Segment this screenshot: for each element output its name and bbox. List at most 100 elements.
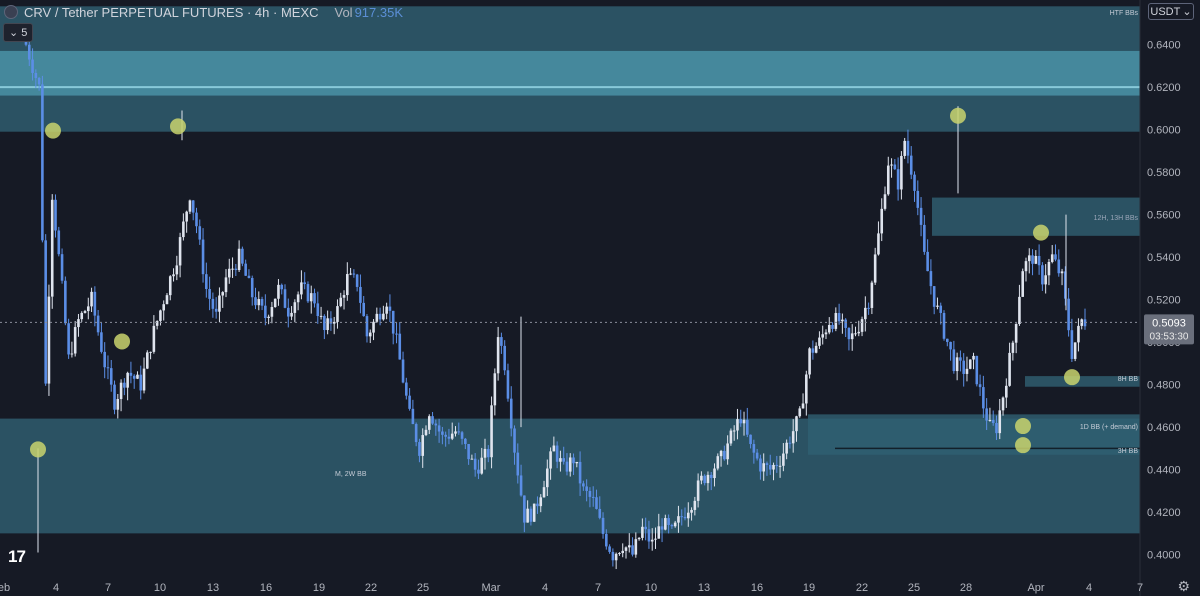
candle-body [316, 303, 320, 317]
candle-body [824, 332, 828, 335]
candle-body [267, 316, 270, 319]
candle-body [185, 211, 188, 222]
symbol-title[interactable]: CRV / Tether PERPETUAL FUTURES · 4h · ME… [24, 4, 319, 20]
candle-body [847, 327, 851, 340]
candle-body [208, 288, 211, 299]
candle-body [470, 458, 474, 460]
candle-body [306, 284, 310, 302]
candle-body [326, 318, 329, 331]
candle-body [572, 457, 575, 464]
candle-body [368, 332, 372, 337]
candle-body [624, 547, 628, 551]
candle-body [346, 274, 349, 296]
candle-body [660, 526, 664, 530]
candles-layer [24, 28, 1087, 570]
candle-body [352, 273, 356, 275]
candle-body [759, 458, 762, 472]
candle-body [657, 526, 661, 539]
candle-body [634, 539, 638, 555]
candle-body [188, 200, 192, 212]
candle-body [460, 432, 464, 439]
candle-body [244, 263, 247, 276]
marker-circle [1015, 418, 1031, 435]
candle-body [808, 348, 811, 375]
candle-body [273, 298, 277, 308]
candle-body [67, 323, 70, 355]
x-tick-label: Apr [1027, 582, 1044, 594]
candle-body [486, 448, 490, 458]
candle-body [890, 164, 893, 166]
x-tick-label: 4 [542, 582, 548, 594]
candle-body [893, 164, 897, 170]
candle-body [975, 355, 979, 385]
candle-body [746, 419, 749, 435]
candle-body [227, 268, 231, 278]
candle-body [821, 334, 825, 338]
candle-body [650, 539, 654, 542]
candle-body [146, 352, 149, 369]
price-label-value: 0.5093 [1152, 317, 1186, 329]
candle-body [939, 305, 943, 313]
candle-body [598, 508, 602, 518]
candle-body [86, 306, 90, 312]
candle-body [191, 200, 195, 213]
currency-select[interactable]: USDT ⌄ [1148, 3, 1194, 20]
price-label-box [1144, 314, 1194, 345]
candle-body [172, 274, 175, 277]
candle-body [408, 395, 411, 409]
candle-body [857, 331, 861, 334]
candle-body [1008, 352, 1011, 386]
candle-body [123, 382, 126, 388]
candle-body [627, 545, 631, 548]
candle-body [290, 312, 293, 317]
candle-body [434, 423, 438, 426]
candle-body [936, 305, 939, 307]
candle-body [90, 291, 93, 307]
candle-body [349, 273, 352, 275]
candle-body [195, 212, 198, 227]
candle-body [286, 307, 290, 317]
candle-body [611, 551, 615, 561]
zone-band-1 [0, 50, 1140, 96]
candle-body [519, 475, 523, 496]
candle-body [552, 445, 556, 452]
candle-body [139, 374, 143, 391]
candle-body [555, 445, 559, 462]
candle-body [375, 313, 379, 322]
candle-body [1001, 397, 1005, 411]
indicator-collapse-button[interactable]: ⌄ 5 [3, 23, 34, 42]
candle-body [670, 524, 674, 527]
candle-body [293, 302, 297, 313]
candle-body [654, 538, 657, 540]
candle-body [382, 313, 385, 320]
candle-body [165, 295, 169, 305]
candle-body [729, 430, 733, 444]
candle-body [1005, 385, 1008, 398]
zones-layer [0, 6, 1140, 534]
candle-body [631, 545, 634, 555]
candle-body [785, 442, 788, 454]
candle-body [1011, 342, 1015, 353]
x-tick-label: 10 [154, 582, 166, 594]
candle-body [988, 419, 992, 421]
candle-body [385, 306, 388, 314]
x-tick-label: Mar [482, 582, 501, 594]
candle-body [601, 517, 605, 534]
candle-body [1018, 296, 1021, 325]
candle-body [1057, 259, 1061, 274]
candle-body [795, 416, 798, 432]
candle-body [680, 516, 684, 518]
candle-body [814, 345, 818, 353]
x-tick-label: 13 [207, 582, 219, 594]
gear-icon[interactable]: ⚙ [1177, 578, 1190, 594]
candle-body [329, 318, 333, 324]
candle-body [355, 274, 359, 287]
candle-body [841, 319, 844, 322]
candle-body [880, 208, 884, 234]
candle-body [234, 268, 238, 271]
candle-body [732, 430, 736, 432]
candle-body [591, 496, 595, 498]
candle-body [477, 469, 480, 474]
candle-body [542, 487, 546, 498]
